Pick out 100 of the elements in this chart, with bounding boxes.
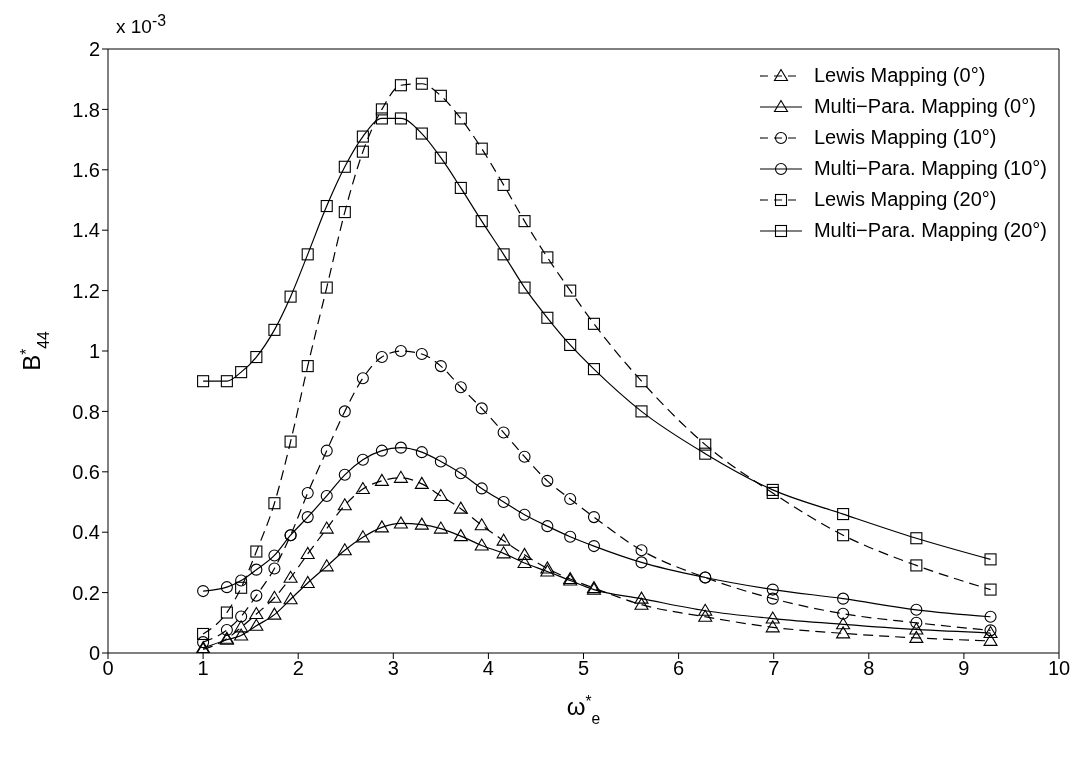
point (766, 592, 779, 605)
point (541, 251, 554, 264)
point (267, 607, 282, 620)
point (235, 574, 248, 587)
point (837, 592, 850, 605)
y-tick-label: 0.6 (72, 460, 100, 483)
point (338, 405, 351, 418)
point (394, 79, 407, 92)
point (320, 444, 333, 457)
x-tick-label: 3 (387, 657, 399, 680)
x-tick-label: 5 (577, 657, 590, 680)
point (698, 603, 713, 616)
point (496, 546, 511, 559)
point (375, 103, 388, 116)
point (235, 581, 248, 594)
point (518, 450, 531, 463)
point (355, 530, 370, 543)
point (250, 350, 263, 364)
point (699, 438, 712, 451)
point (394, 441, 407, 454)
point (268, 549, 281, 562)
point (235, 610, 248, 623)
point (394, 344, 407, 358)
legend-label: Multi−Para. Mapping (0°) (813, 95, 1036, 118)
x-tick-label: 2 (292, 657, 304, 680)
point (220, 581, 233, 594)
x-tick-label: 10 (1047, 657, 1071, 680)
point (356, 453, 369, 466)
point (518, 281, 531, 294)
point (319, 521, 334, 534)
point (475, 482, 488, 495)
point (564, 338, 577, 352)
point (910, 616, 923, 629)
point (414, 517, 429, 530)
point (338, 160, 351, 173)
point (983, 633, 998, 646)
point (474, 538, 489, 551)
x-tick-label: 9 (958, 657, 970, 680)
point (267, 590, 282, 603)
y-tick-label: 1.6 (72, 158, 100, 181)
legend-label: Multi−Para. Mapping (20°) (813, 219, 1047, 242)
point (587, 363, 601, 376)
point (249, 606, 264, 620)
point (220, 606, 233, 619)
point (454, 467, 467, 480)
point (434, 151, 447, 164)
point (197, 636, 210, 649)
point (587, 317, 601, 330)
point (394, 112, 407, 125)
point (250, 589, 263, 602)
point (300, 575, 315, 588)
point (434, 455, 447, 468)
point (197, 375, 210, 388)
point (268, 323, 281, 336)
point (283, 570, 298, 583)
point (497, 426, 510, 439)
legend-label: Lewis Mapping (10°) (813, 126, 997, 149)
point (587, 540, 601, 553)
point (517, 547, 532, 560)
point (453, 529, 468, 542)
point (518, 215, 531, 228)
legend-label: Multi−Para. Mapping (10°) (813, 157, 1047, 180)
point (909, 622, 924, 635)
point (837, 607, 850, 620)
point (909, 630, 924, 643)
point (765, 620, 780, 633)
point (635, 405, 648, 418)
point (634, 597, 649, 610)
point (301, 248, 314, 261)
point (234, 620, 249, 633)
point (984, 583, 997, 596)
x-tick-label: 7 (768, 657, 780, 680)
point (374, 473, 389, 486)
point (434, 360, 447, 373)
point (984, 610, 997, 623)
point (699, 447, 712, 460)
point (355, 481, 370, 495)
point (301, 486, 314, 499)
x-tick-label: 6 (673, 657, 685, 680)
point (393, 470, 408, 483)
point (433, 488, 448, 502)
point (415, 347, 428, 361)
y-tick-label: 1.4 (72, 219, 100, 242)
point (910, 559, 923, 572)
point (634, 591, 649, 604)
point (635, 375, 648, 388)
y-tick-label: 0.4 (72, 521, 100, 544)
point (564, 284, 577, 297)
point (320, 199, 333, 213)
point (301, 360, 314, 373)
x-tick-label: 8 (863, 657, 875, 680)
point (475, 215, 488, 228)
point (415, 127, 428, 140)
point (837, 508, 850, 521)
point (497, 248, 510, 261)
point (415, 77, 428, 90)
point (766, 583, 779, 596)
point (453, 501, 468, 514)
point (197, 585, 210, 598)
point (301, 511, 314, 524)
